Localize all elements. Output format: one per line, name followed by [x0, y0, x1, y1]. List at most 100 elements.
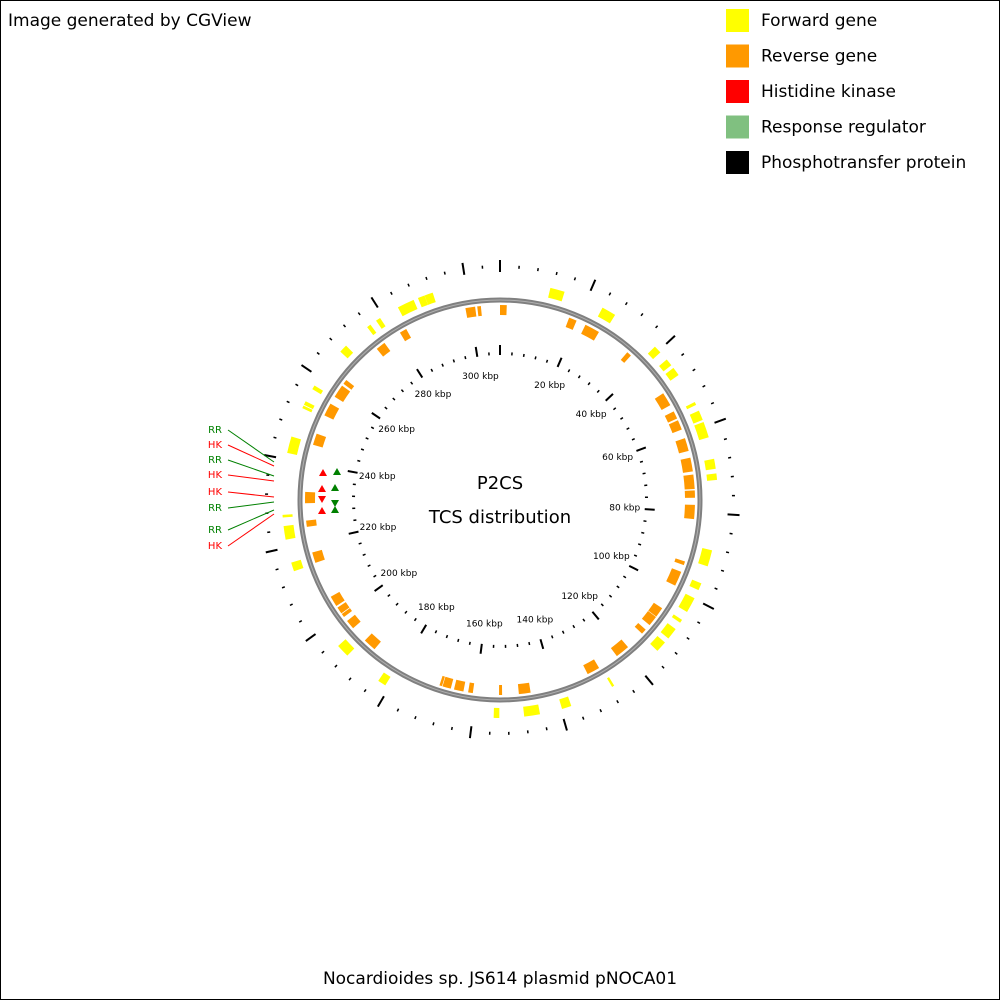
inner-tick	[347, 469, 358, 474]
forward-gene	[312, 385, 324, 395]
forward-gene	[665, 367, 679, 381]
inner-tick	[371, 412, 381, 420]
inner-tick	[608, 594, 613, 598]
scale-label: 60 kbp	[602, 453, 633, 463]
outer-tick	[589, 279, 597, 292]
reverse-gene	[465, 306, 477, 318]
callout-line	[227, 491, 275, 498]
inner-tick	[561, 630, 565, 634]
inner-tick	[365, 437, 369, 440]
inner-tick	[358, 542, 362, 545]
reverse-gene	[683, 474, 695, 490]
hk-marker	[318, 485, 326, 492]
outer-tick	[686, 636, 690, 640]
reverse-gene	[324, 403, 340, 420]
reverse-gene	[453, 679, 466, 692]
inner-tick	[373, 574, 377, 578]
rr-marker	[333, 468, 341, 475]
outer-tick	[357, 312, 361, 316]
outer-tick	[728, 456, 732, 459]
forward-gene	[338, 639, 355, 656]
scale-label: 200 kbp	[381, 569, 418, 579]
legend-swatch	[726, 44, 749, 68]
tcs-label: HK	[208, 487, 223, 498]
reverse-gene	[674, 558, 686, 566]
outer-tick	[295, 383, 299, 387]
outer-tick	[644, 675, 654, 686]
forward-gene	[367, 324, 377, 336]
inner-tick	[639, 460, 644, 463]
outer-tick	[279, 418, 283, 421]
outer-tick	[661, 665, 665, 669]
forward-gene	[647, 346, 661, 360]
outer-tick	[692, 368, 696, 372]
outer-tick	[363, 688, 367, 693]
inner-tick	[413, 617, 417, 622]
reverse-gene	[468, 682, 475, 694]
outer-tick	[562, 718, 568, 731]
reverse-gene	[334, 385, 351, 403]
reverse-gene	[583, 659, 600, 675]
legend-label: Reverse gene	[761, 47, 877, 67]
center-title: P2CS	[477, 473, 523, 494]
outer-tick	[300, 364, 312, 373]
inner-tick	[348, 530, 359, 535]
forward-gene	[559, 696, 572, 709]
outer-tick	[599, 708, 603, 713]
inner-tick	[474, 346, 479, 357]
inner-tick	[392, 397, 396, 401]
scale-label: 40 kbp	[576, 410, 607, 420]
inner-tick	[395, 602, 399, 606]
tcs-label: RR	[208, 425, 222, 436]
scale-label: 120 kbp	[561, 592, 598, 602]
inner-tick	[387, 593, 391, 598]
hk-marker	[319, 469, 327, 476]
reverse-gene	[675, 438, 689, 454]
scale-label: 240 kbp	[359, 472, 396, 482]
reverse-gene	[654, 393, 671, 411]
reverse-gene	[634, 622, 646, 634]
inner-tick	[556, 357, 563, 368]
inner-tick	[441, 363, 444, 367]
inner-tick	[567, 369, 571, 373]
scale-label: 220 kbp	[360, 523, 397, 533]
outer-tick	[265, 548, 278, 554]
forward-gene	[417, 295, 428, 308]
scale-label: 20 kbp	[534, 381, 565, 391]
outer-tick	[632, 689, 636, 694]
inner-tick	[400, 389, 404, 393]
reverse-gene	[666, 568, 682, 586]
forward-gene	[548, 287, 565, 302]
reverse-gene	[337, 602, 350, 614]
forward-gene	[685, 402, 697, 410]
outer-tick	[665, 334, 676, 345]
callout-line	[227, 509, 275, 531]
reverse-gene	[565, 317, 577, 330]
outer-tick	[720, 569, 725, 572]
forward-gene	[689, 410, 703, 424]
reverse-gene	[680, 457, 693, 473]
scale-label: 100 kbp	[593, 552, 630, 562]
forward-gene	[291, 559, 304, 572]
outer-tick	[443, 271, 446, 275]
forward-gene	[694, 421, 709, 441]
inner-tick	[605, 393, 614, 402]
legend-swatch	[726, 9, 749, 32]
inner-tick	[410, 381, 414, 385]
callout-line	[227, 501, 275, 509]
outer-tick	[264, 454, 277, 459]
reverse-gene	[330, 591, 345, 606]
legend-label: Histidine kinase	[761, 82, 896, 102]
reverse-gene	[399, 329, 412, 342]
outer-tick	[702, 602, 715, 610]
forward-gene	[397, 299, 418, 317]
reverse-gene	[439, 675, 445, 687]
inner-tick	[370, 426, 375, 430]
outer-tick	[468, 726, 473, 739]
outer-tick	[305, 633, 317, 642]
outer-tick	[545, 727, 548, 731]
inner-tick	[572, 624, 576, 629]
outer-tick	[348, 677, 352, 681]
